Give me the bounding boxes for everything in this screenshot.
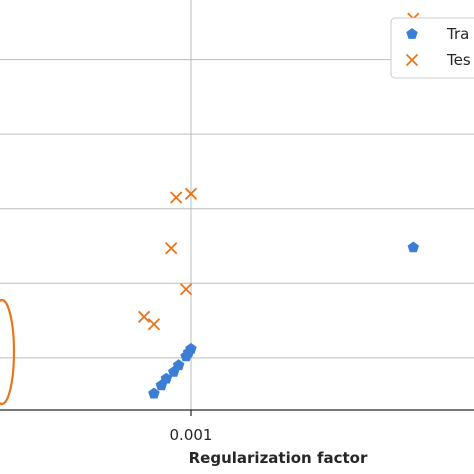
x-tick-label: 0.001 xyxy=(170,426,213,444)
point-train-7 xyxy=(185,342,197,354)
legend-items: Tra Tes xyxy=(405,25,471,69)
highlight-ellipse xyxy=(0,298,16,406)
point-train-8 xyxy=(407,241,419,253)
grid xyxy=(0,0,474,410)
legend: Tra Tes xyxy=(390,17,474,79)
point-train-0 xyxy=(148,387,160,399)
point-test-1 xyxy=(147,318,161,331)
legend-label-1: Tes xyxy=(446,51,471,69)
point-test-5 xyxy=(184,187,198,200)
point-test-3 xyxy=(170,191,183,204)
point-train-2 xyxy=(160,372,172,384)
legend-label-0: Tra xyxy=(446,25,469,43)
legend-marker-0 xyxy=(406,28,418,39)
point-test-0 xyxy=(137,310,151,323)
point-test-4 xyxy=(179,283,193,296)
legend-marker-1 xyxy=(405,53,419,67)
data-marks xyxy=(137,12,420,399)
annotation-layer xyxy=(0,298,16,406)
x-axis-label: Regularization factor xyxy=(189,449,368,467)
point-train-4 xyxy=(172,359,185,371)
point-test-2 xyxy=(165,242,178,255)
x-ticks: 0.001 xyxy=(170,410,213,444)
